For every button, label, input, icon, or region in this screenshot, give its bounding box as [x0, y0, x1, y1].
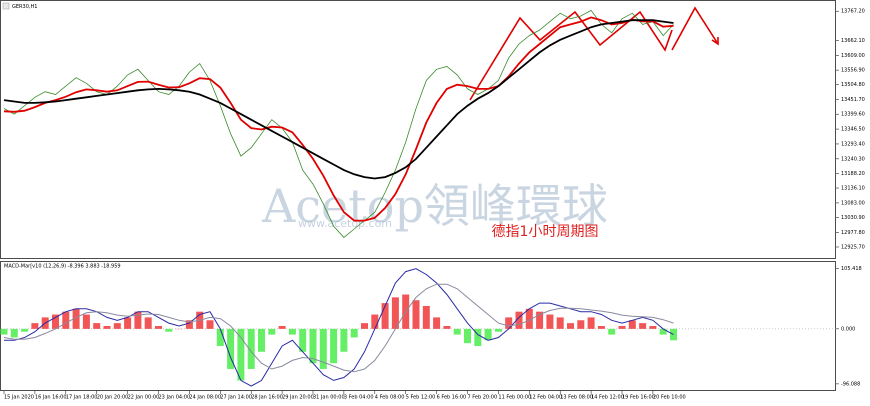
histogram-bar [598, 326, 605, 329]
y-tick-label: 13083.00 [841, 200, 865, 206]
histogram-bar [361, 323, 368, 329]
forecast-arrow [672, 8, 718, 50]
histogram-bar [454, 329, 461, 335]
histogram-bar [546, 315, 553, 329]
histogram-bar [134, 312, 141, 329]
histogram-bar [114, 323, 121, 329]
histogram-bar [371, 315, 378, 329]
histogram-bar [155, 326, 162, 329]
x-tick-label: 13 Feb 08:00 [560, 395, 593, 401]
histogram-bar [124, 317, 131, 328]
x-tick-label: 16 Jan 16:00 [35, 395, 67, 401]
histogram-bar [639, 323, 646, 329]
histogram-bar [413, 300, 420, 329]
y-tick-label: 13504.80 [841, 82, 865, 88]
y-tick-label: 13399.60 [841, 112, 865, 118]
histogram-bar [289, 329, 296, 335]
histogram-bar [93, 323, 100, 329]
histogram-bar [433, 317, 440, 328]
x-tick-label: 31 Jan 00:00 [313, 395, 345, 401]
y-tick-label: 13609.00 [841, 53, 865, 59]
x-tick-label: 6 Feb 16:00 [437, 395, 467, 401]
histogram-bar [495, 329, 502, 332]
histogram-bar [629, 320, 636, 329]
y-tick-label: 12977.80 [841, 230, 865, 236]
annotation: 德指1小时周期图 [492, 224, 599, 240]
y-tick-label: 13240.30 [841, 156, 865, 162]
histogram-bar [340, 329, 347, 352]
histogram-bar [1, 329, 8, 335]
y-tick-label: 13346.50 [841, 127, 865, 133]
histogram-bar [567, 323, 574, 329]
histogram-bar [11, 329, 18, 338]
series-line [4, 20, 674, 178]
zigzag-arrows [470, 8, 718, 100]
y-tick-label: 105.418 [841, 266, 862, 272]
histogram-bar [217, 329, 224, 346]
x-tick-label: 12 Feb 04:00 [529, 395, 562, 401]
y-tick-label: 13662.10 [841, 38, 865, 44]
histogram-bar [31, 323, 38, 329]
macd-title: MACD-Mar[v10 (12,26,9) -8.396 3.883 -18.… [4, 264, 121, 270]
histogram-bar [619, 326, 626, 329]
histogram-bar [464, 329, 471, 343]
histogram-bar [608, 329, 615, 335]
chart-title: GER30,H1 [12, 4, 37, 10]
symbol-icon [3, 3, 9, 9]
histogram-bar [268, 329, 275, 335]
x-tick-label: 22 Jan 00:00 [128, 395, 160, 401]
x-tick-label: 14 Feb 12:00 [591, 395, 624, 401]
watermark-url: www.acetop.com [298, 217, 392, 230]
histogram-bar [649, 326, 656, 329]
histogram-bar [104, 326, 111, 329]
x-tick-label: 15 Jan 2020 [4, 395, 34, 401]
y-tick-label: 13188.20 [841, 171, 865, 177]
histogram-bar [443, 326, 450, 329]
x-tick-label: 19 Feb 16:00 [622, 395, 655, 401]
histogram-bar [351, 329, 358, 338]
y-tick-label: 13556.90 [841, 68, 865, 74]
histogram-bar [237, 329, 244, 381]
y-tick-label: -96.088 [841, 381, 860, 387]
x-tick-label: 28 Jan 16:00 [251, 395, 283, 401]
histogram-bar [557, 317, 564, 328]
y-tick-label: 13767.20 [841, 9, 865, 15]
histogram-bar [52, 315, 59, 329]
x-tick-label: 4 Feb 08:00 [375, 395, 405, 401]
histogram-bar [279, 326, 286, 329]
histogram-bar [258, 329, 265, 352]
histogram-bar [165, 329, 172, 332]
y-tick-label: 13293.40 [841, 141, 865, 147]
x-tick-label: 20 Jan 20:00 [97, 395, 129, 401]
x-tick-label: 3 Feb 04:00 [344, 395, 374, 401]
x-tick-label: 29 Jan 20:00 [282, 395, 314, 401]
histogram-bar [83, 315, 90, 329]
x-tick-label: 17 Jan 18:00 [66, 395, 98, 401]
x-tick-label: 5 Feb 12:00 [406, 395, 436, 401]
histogram-bar [21, 329, 28, 332]
histogram-bar [62, 312, 69, 329]
histogram-bar [588, 317, 595, 328]
x-tick-label: 20 Feb 10:00 [653, 395, 686, 401]
y-tick-label: 13451.70 [841, 97, 865, 103]
y-tick-label: 13030.90 [841, 215, 865, 221]
x-tick-label: 11 Feb 00:00 [498, 395, 531, 401]
y-tick-label: 0.000 [841, 326, 855, 332]
x-tick-label: 24 Jan 08:00 [189, 395, 221, 401]
histogram-bar [330, 329, 337, 363]
histogram-bar [145, 317, 152, 328]
y-tick-label: 13136.10 [841, 186, 865, 192]
histogram-bar [423, 306, 430, 329]
histogram-bar [577, 320, 584, 329]
zigzag [470, 12, 672, 100]
histogram-bar [207, 320, 214, 329]
y-tick-label: 12925.70 [841, 244, 865, 250]
x-tick-label: 23 Jan 04:00 [159, 395, 191, 401]
histogram-bar [505, 317, 512, 328]
x-tick-label: 7 Feb 20:00 [468, 395, 498, 401]
x-tick-label: 27 Jan 14:00 [220, 395, 252, 401]
